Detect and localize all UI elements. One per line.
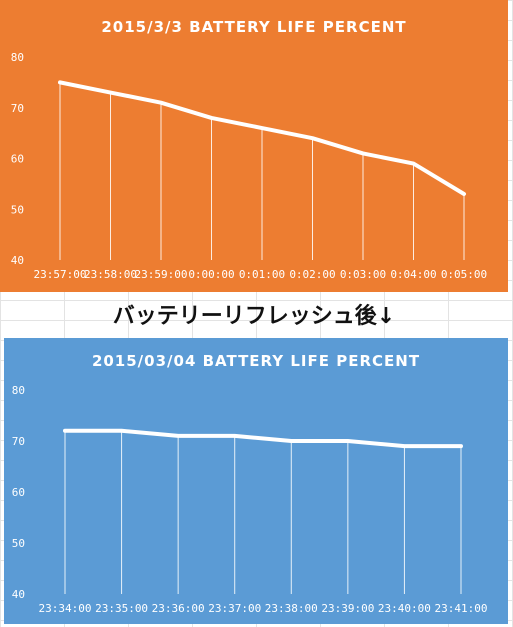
data-point (260, 126, 264, 130)
x-tick-label: 23:59:00 (135, 268, 188, 281)
data-point (346, 439, 350, 443)
x-tick-label: 23:41:00 (435, 602, 488, 615)
x-tick-label: 23:35:00 (95, 602, 148, 615)
x-tick-label: 23:58:00 (84, 268, 137, 281)
data-point (159, 101, 163, 105)
y-tick-label: 40 (12, 588, 25, 601)
data-point (58, 80, 62, 84)
data-point (402, 444, 406, 448)
data-point (210, 116, 213, 120)
data-point (120, 429, 124, 433)
x-tick-label: 0:02:00 (289, 268, 335, 281)
data-point (311, 136, 314, 140)
chart-title: 2015/03/04 BATTERY LIFE PERCENT (91, 352, 421, 370)
y-tick-label: 80 (11, 51, 24, 64)
data-point (233, 434, 237, 438)
x-tick-label: 23:40:00 (378, 602, 431, 615)
data-point (289, 439, 293, 443)
x-tick-label: 0:01:00 (239, 268, 285, 281)
refresh-caption: バッテリーリフレッシュ後↓ (112, 304, 396, 329)
x-tick-label: 0:03:00 (340, 268, 386, 281)
data-point (176, 434, 180, 438)
y-tick-label: 50 (11, 203, 24, 216)
x-tick-label: 23:36:00 (152, 602, 205, 615)
x-tick-label: 0:04:00 (390, 268, 436, 281)
y-tick-label: 70 (11, 102, 24, 115)
y-tick-label: 80 (12, 384, 25, 397)
y-tick-label: 60 (12, 486, 25, 499)
battery-chart-after[interactable]: 2015/03/04 BATTERY LIFE PERCENT 40 50 60 70… (4, 338, 508, 624)
y-tick-label: 70 (12, 435, 25, 448)
data-point (361, 151, 365, 155)
y-tick-label: 40 (11, 254, 24, 267)
x-tick-label: 0:00:00 (188, 268, 234, 281)
data-point (462, 192, 466, 196)
series-line (63, 428, 463, 449)
data-point (459, 444, 463, 448)
x-tick-label: 0:05:00 (441, 268, 487, 281)
battery-chart-before[interactable]: 2015/3/3 BATTERY LIFE PERCENT 40 50 60 70 80… (0, 0, 508, 292)
data-point (63, 429, 67, 433)
data-point (412, 162, 415, 166)
x-tick-label: 23:57:00 (34, 268, 87, 281)
y-tick-label: 60 (11, 153, 24, 166)
x-tick-label: 23:39:00 (321, 602, 374, 615)
x-tick-label: 23:37:00 (208, 602, 261, 615)
x-tick-label: 23:34:00 (39, 602, 92, 615)
chart-title: 2015/3/3 BATTERY LIFE PERCENT (101, 18, 407, 36)
y-tick-label: 50 (12, 537, 25, 550)
x-tick-label: 23:38:00 (265, 602, 318, 615)
data-point (109, 91, 112, 95)
line-chart-plot: 40 50 60 70 80 23:34:00 23:35:00 23:36:00 23:37:… (12, 384, 488, 615)
